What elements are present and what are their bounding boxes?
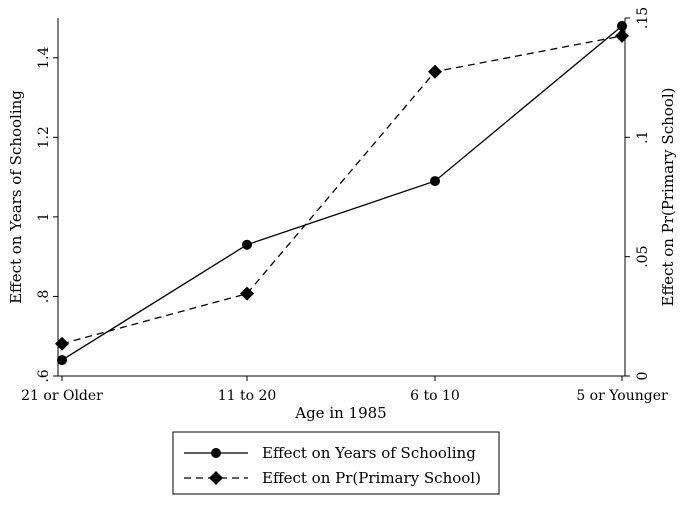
y-right-tick-label: 0 — [635, 372, 651, 381]
y-left-tick-label: 1 — [36, 212, 52, 221]
legend: Effect on Years of Schooling Effect on P… — [172, 431, 500, 495]
x-tick-label: 6 to 10 — [410, 388, 460, 404]
data-point-circle — [242, 239, 252, 250]
legend-marker-circle — [211, 448, 221, 458]
x-axis-label: Age in 1985 — [294, 404, 386, 422]
data-point-diamond — [428, 64, 442, 79]
axes: .6 .8 1 1.2 1.4 0 .05 .1 .15 21 or Older 11 to 20 6… — [21, 7, 668, 404]
legend-marker-diamond — [209, 471, 223, 485]
series-line-1 — [61, 35, 623, 345]
y-right-tick-label: .05 — [635, 246, 651, 268]
y-axis-right-label: Effect on Pr(Primary School) — [659, 88, 677, 307]
data-point-diamond — [240, 286, 254, 301]
legend-label-years: Effect on Years of Schooling — [262, 444, 476, 462]
x-tick-label: 21 or Older — [21, 388, 103, 404]
y-left-tick-label: 1.4 — [36, 47, 52, 69]
legend-label-primary: Effect on Pr(Primary School) — [262, 469, 481, 487]
data-point-diamond — [615, 28, 629, 43]
series-layer — [55, 20, 629, 366]
y-left-tick-label: 1.2 — [36, 126, 52, 148]
y-right-tick-label: .15 — [635, 7, 651, 29]
y-left-tick-label: .8 — [36, 290, 52, 303]
data-point-circle — [617, 20, 627, 31]
x-tick-label: 11 to 20 — [218, 388, 277, 404]
y-axis-left-label: Effect on Years of Schooling — [7, 90, 25, 304]
y-left-tick-label: .6 — [36, 369, 52, 382]
data-point-diamond — [55, 336, 69, 351]
series-line-0 — [61, 25, 623, 361]
x-tick-label: 5 or Younger — [576, 388, 668, 404]
data-point-circle — [57, 355, 67, 366]
legend-box — [172, 431, 500, 495]
y-right-tick-label: .1 — [635, 131, 651, 144]
data-point-circle — [430, 176, 440, 187]
